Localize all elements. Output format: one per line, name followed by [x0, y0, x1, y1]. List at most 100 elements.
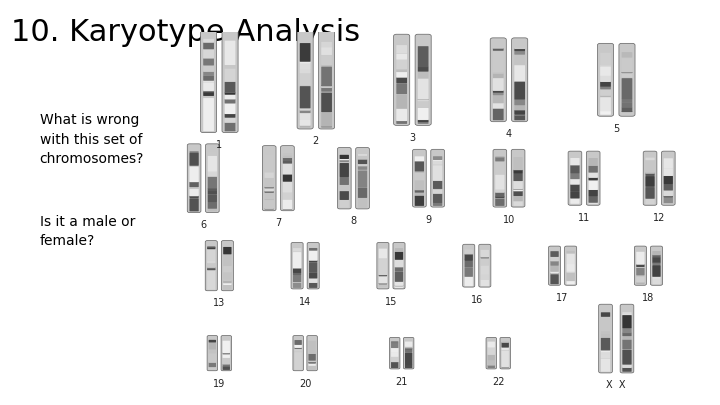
FancyBboxPatch shape — [396, 45, 407, 53]
FancyBboxPatch shape — [300, 63, 310, 69]
FancyBboxPatch shape — [264, 172, 274, 178]
FancyBboxPatch shape — [321, 85, 332, 88]
FancyBboxPatch shape — [418, 79, 428, 100]
FancyBboxPatch shape — [308, 363, 316, 366]
FancyBboxPatch shape — [203, 49, 214, 58]
FancyBboxPatch shape — [486, 337, 497, 369]
FancyBboxPatch shape — [513, 196, 523, 201]
FancyBboxPatch shape — [415, 171, 424, 172]
FancyBboxPatch shape — [513, 191, 523, 196]
FancyBboxPatch shape — [340, 160, 349, 162]
FancyBboxPatch shape — [664, 190, 673, 196]
FancyBboxPatch shape — [223, 266, 232, 272]
FancyBboxPatch shape — [413, 149, 426, 207]
FancyBboxPatch shape — [645, 172, 654, 174]
FancyBboxPatch shape — [207, 263, 215, 268]
FancyBboxPatch shape — [490, 38, 506, 122]
FancyBboxPatch shape — [358, 166, 367, 170]
FancyBboxPatch shape — [222, 354, 230, 358]
FancyBboxPatch shape — [207, 271, 215, 290]
FancyBboxPatch shape — [481, 275, 489, 280]
FancyBboxPatch shape — [567, 277, 575, 281]
FancyBboxPatch shape — [621, 111, 632, 112]
Text: 18: 18 — [642, 293, 654, 303]
FancyBboxPatch shape — [262, 146, 276, 211]
FancyBboxPatch shape — [433, 181, 442, 188]
FancyBboxPatch shape — [464, 254, 473, 260]
FancyBboxPatch shape — [645, 198, 654, 204]
FancyBboxPatch shape — [321, 66, 332, 86]
FancyBboxPatch shape — [189, 167, 199, 182]
FancyBboxPatch shape — [415, 161, 424, 171]
FancyBboxPatch shape — [283, 200, 292, 209]
FancyBboxPatch shape — [209, 349, 216, 353]
FancyBboxPatch shape — [433, 159, 442, 161]
Text: 19: 19 — [213, 379, 225, 389]
FancyBboxPatch shape — [207, 194, 217, 202]
FancyBboxPatch shape — [207, 171, 217, 173]
FancyBboxPatch shape — [340, 185, 349, 191]
FancyBboxPatch shape — [293, 252, 301, 266]
FancyBboxPatch shape — [600, 65, 611, 66]
FancyBboxPatch shape — [622, 336, 631, 339]
FancyBboxPatch shape — [207, 156, 217, 171]
FancyBboxPatch shape — [309, 251, 318, 261]
FancyBboxPatch shape — [225, 82, 235, 93]
FancyBboxPatch shape — [309, 248, 318, 251]
FancyBboxPatch shape — [513, 157, 523, 170]
FancyBboxPatch shape — [393, 243, 405, 289]
FancyBboxPatch shape — [502, 351, 509, 367]
FancyBboxPatch shape — [264, 191, 274, 193]
FancyBboxPatch shape — [493, 109, 503, 120]
FancyBboxPatch shape — [318, 31, 335, 129]
FancyBboxPatch shape — [203, 80, 214, 81]
FancyBboxPatch shape — [391, 362, 398, 368]
FancyBboxPatch shape — [493, 103, 503, 109]
FancyBboxPatch shape — [225, 64, 235, 68]
FancyBboxPatch shape — [567, 254, 575, 264]
FancyBboxPatch shape — [645, 187, 654, 199]
FancyBboxPatch shape — [395, 281, 403, 286]
FancyBboxPatch shape — [283, 192, 292, 199]
FancyBboxPatch shape — [379, 284, 387, 288]
Text: 4: 4 — [506, 129, 512, 139]
FancyBboxPatch shape — [321, 85, 332, 86]
FancyBboxPatch shape — [308, 365, 316, 370]
FancyBboxPatch shape — [203, 83, 214, 91]
FancyBboxPatch shape — [645, 158, 654, 160]
FancyBboxPatch shape — [264, 155, 274, 173]
FancyBboxPatch shape — [464, 253, 473, 254]
FancyBboxPatch shape — [203, 92, 214, 96]
Text: 17: 17 — [557, 293, 569, 303]
FancyBboxPatch shape — [493, 52, 503, 72]
FancyBboxPatch shape — [395, 285, 403, 286]
FancyBboxPatch shape — [636, 266, 644, 268]
FancyBboxPatch shape — [395, 248, 403, 252]
FancyBboxPatch shape — [601, 350, 610, 352]
FancyBboxPatch shape — [293, 248, 301, 252]
FancyBboxPatch shape — [588, 166, 598, 173]
FancyBboxPatch shape — [187, 144, 201, 213]
FancyBboxPatch shape — [189, 189, 199, 196]
FancyBboxPatch shape — [664, 158, 673, 169]
FancyBboxPatch shape — [308, 354, 316, 361]
FancyBboxPatch shape — [207, 336, 217, 371]
FancyBboxPatch shape — [391, 352, 398, 357]
FancyBboxPatch shape — [418, 71, 428, 78]
FancyBboxPatch shape — [493, 90, 503, 93]
FancyBboxPatch shape — [294, 348, 302, 351]
FancyBboxPatch shape — [514, 99, 525, 105]
FancyBboxPatch shape — [418, 101, 428, 108]
FancyBboxPatch shape — [390, 337, 400, 369]
FancyBboxPatch shape — [487, 347, 495, 355]
FancyBboxPatch shape — [264, 187, 274, 188]
FancyBboxPatch shape — [664, 184, 673, 190]
FancyBboxPatch shape — [405, 364, 413, 368]
FancyBboxPatch shape — [395, 267, 403, 271]
FancyBboxPatch shape — [264, 198, 274, 200]
Text: 11: 11 — [578, 213, 590, 223]
FancyBboxPatch shape — [550, 271, 559, 274]
FancyBboxPatch shape — [379, 287, 387, 288]
FancyBboxPatch shape — [600, 95, 611, 97]
FancyBboxPatch shape — [433, 194, 442, 203]
